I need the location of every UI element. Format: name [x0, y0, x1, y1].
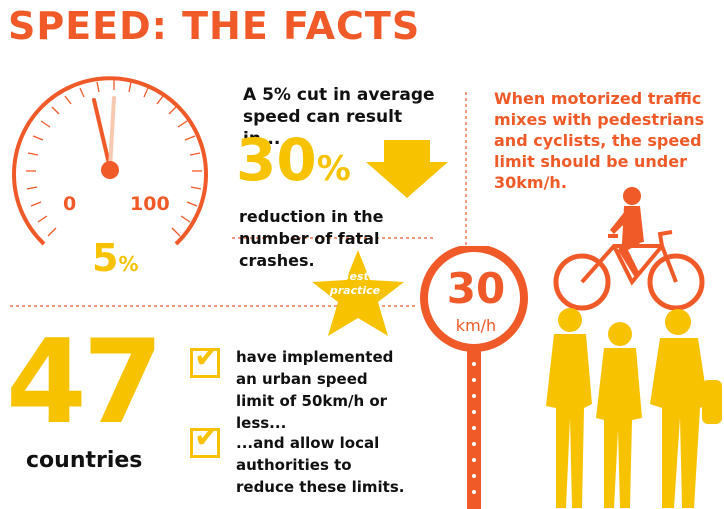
pedestrians-icon	[546, 308, 722, 508]
page-title: SPEED: THE FACTS	[8, 4, 421, 48]
best-practice-line1: Best	[341, 270, 369, 283]
intro-text: A 5% cut in average speed can result in.…	[243, 85, 435, 149]
gauge-value-unit: %	[118, 252, 139, 276]
checkmark-icon: ✔	[194, 420, 220, 455]
reduction-text: reduction in the number of fatal crashes…	[239, 207, 384, 270]
down-arrow-icon	[366, 140, 448, 198]
speed-sign-icon	[420, 246, 528, 509]
speedometer-icon	[12, 76, 208, 246]
checkmark-icon: ✔	[194, 340, 220, 375]
checkbox-1	[190, 348, 220, 378]
best-practice-line2: practice	[329, 284, 381, 297]
best-practice-badge: Best practice	[320, 270, 390, 298]
best-practice-star-icon	[312, 250, 404, 336]
gauge-value: 5%	[92, 236, 139, 280]
check-item-2-text: ...and allow local authorities to reduce…	[236, 434, 405, 496]
reduction-number: 30	[236, 126, 317, 194]
reduction-value: 30%	[236, 128, 351, 201]
speed-sign-unit: km/h	[455, 316, 497, 335]
check-item-1-text: have implemented an urban speed limit of…	[236, 348, 394, 432]
cyclist-icon	[553, 187, 705, 311]
reduction-unit: %	[316, 149, 351, 189]
gauge-max-label: 100	[130, 193, 170, 215]
countries-label: countries	[26, 448, 143, 473]
countries-count: 47	[6, 315, 163, 450]
checkbox-2	[190, 428, 220, 458]
speed-sign-value: 30	[446, 264, 506, 313]
gauge-value-number: 5	[92, 236, 119, 280]
speed-limit-text: When motorized traffic mixes with pedest…	[494, 89, 705, 192]
gauge-min-label: 0	[63, 193, 77, 215]
